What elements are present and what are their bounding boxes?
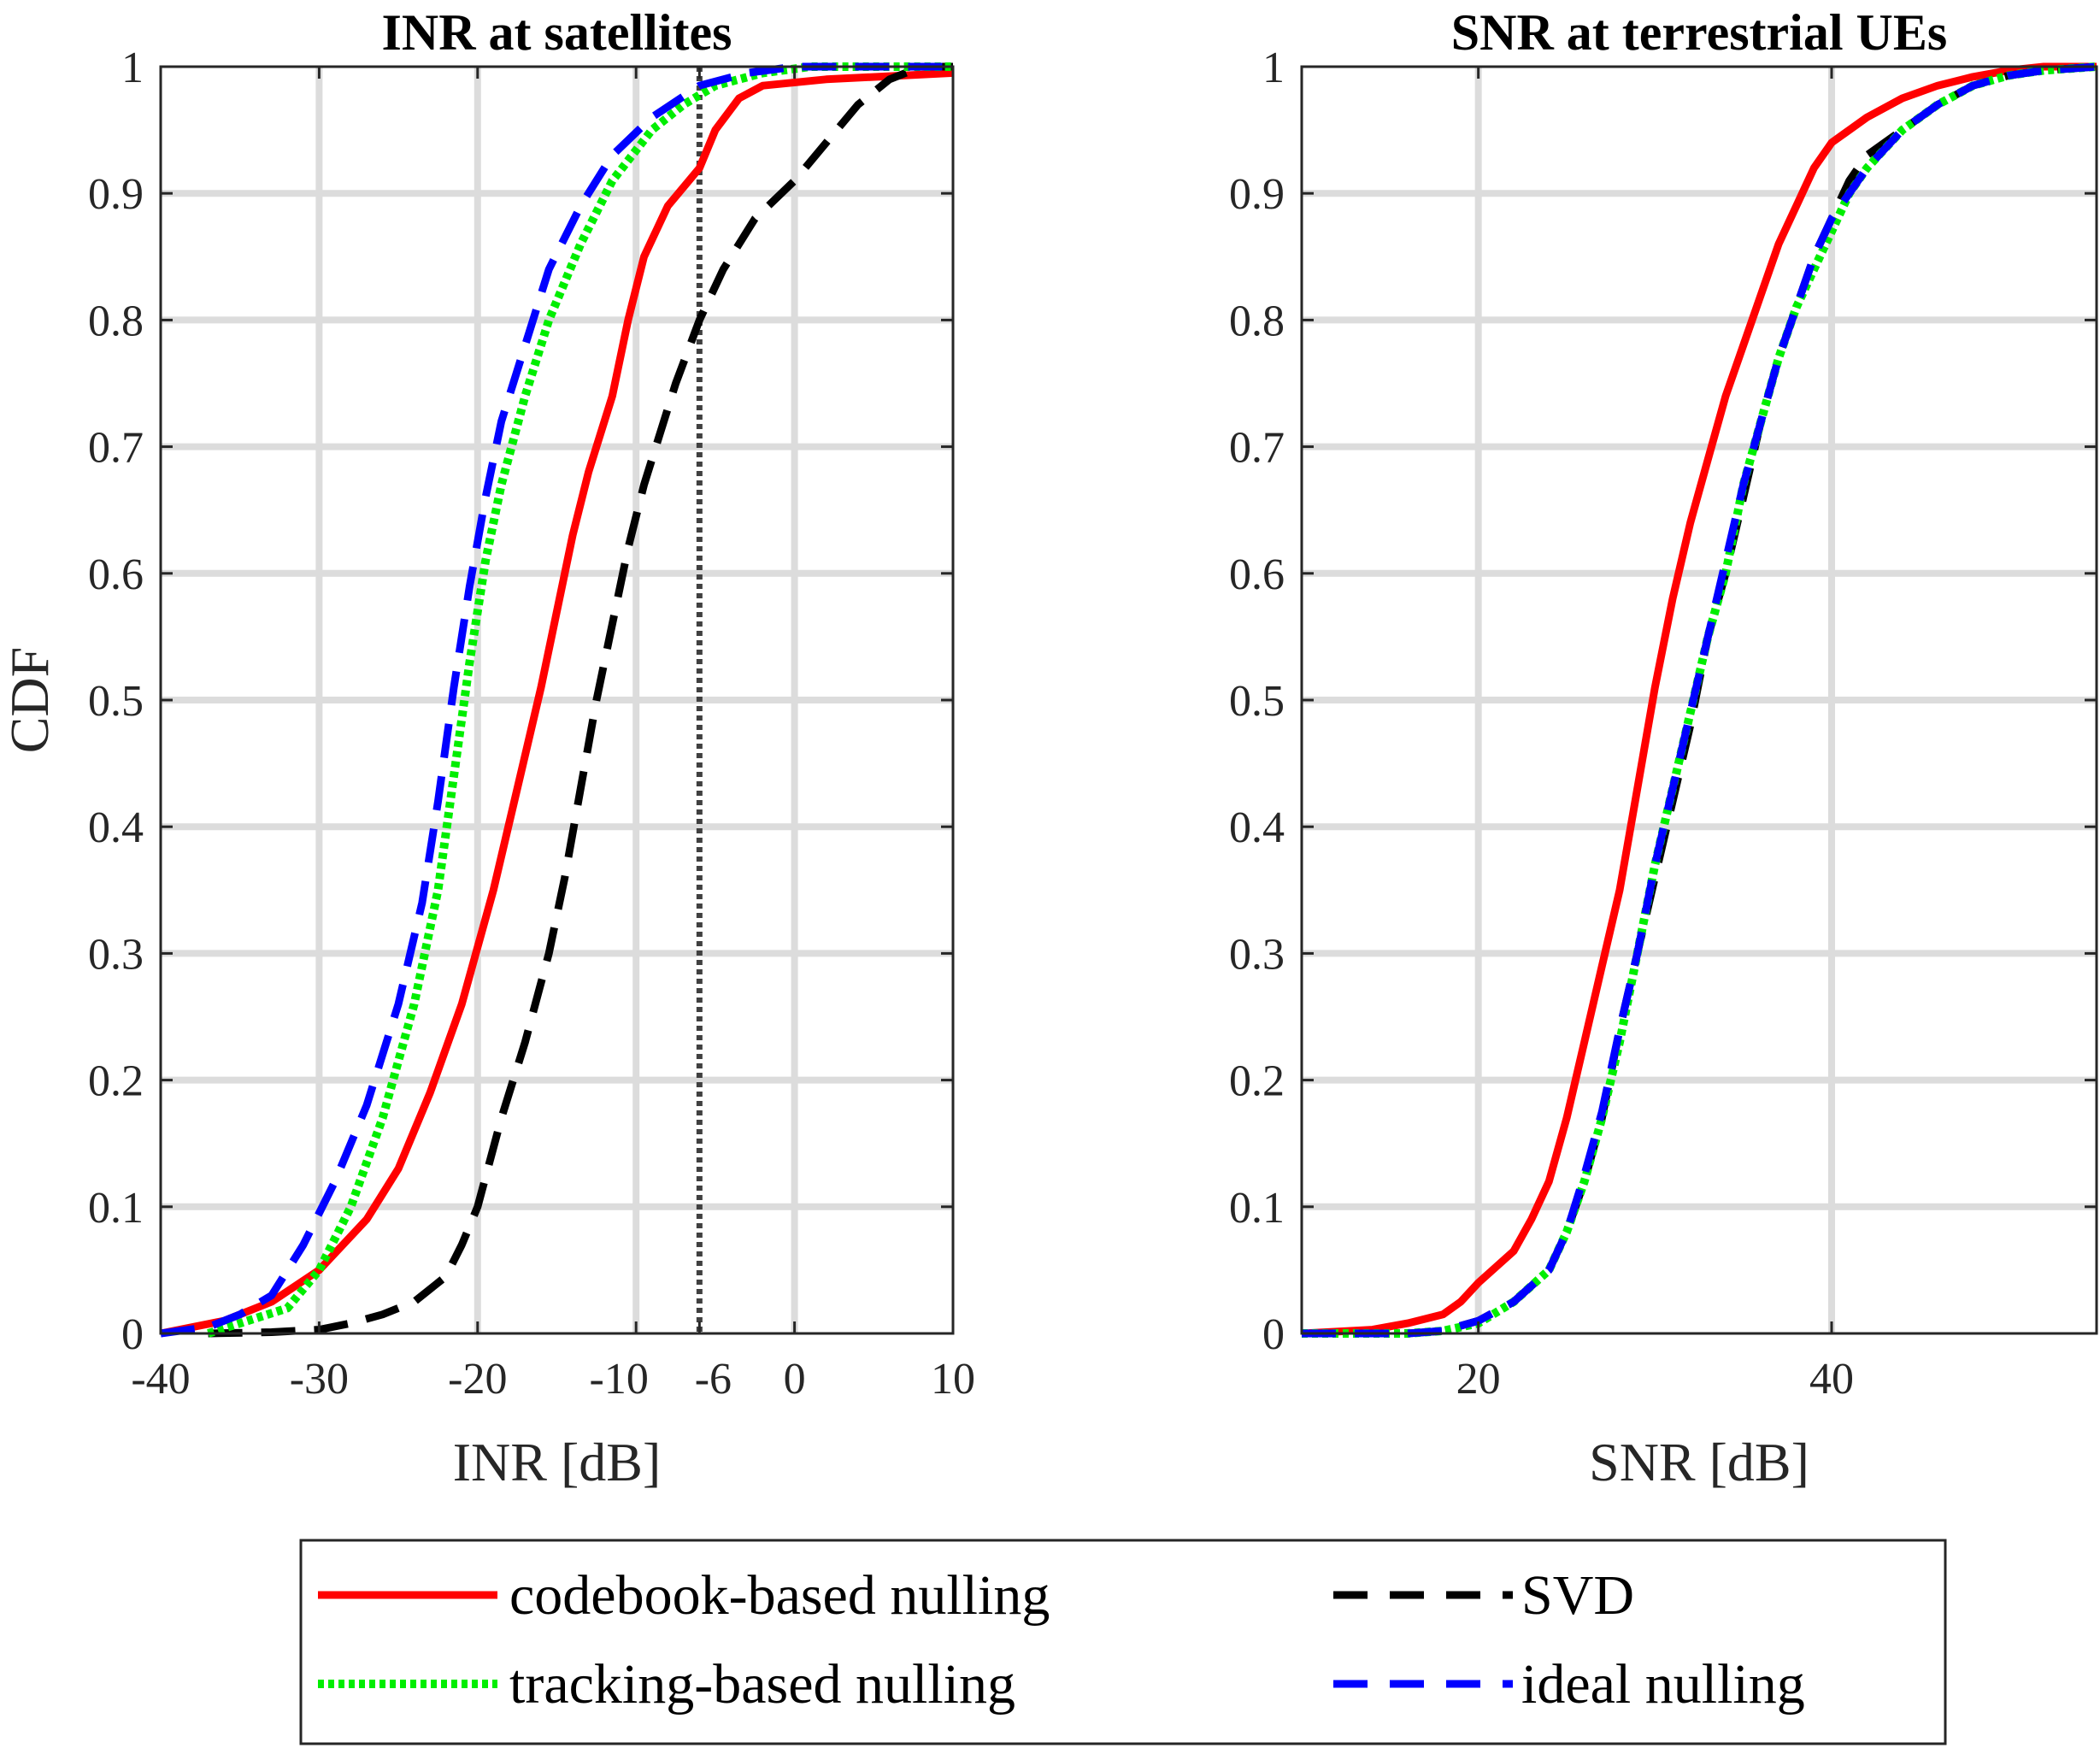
x-tick-label: -30 [290,1355,349,1404]
series-line-tracking-based-nulling [1302,62,2097,1338]
legend: codebook-based nulling SVD tracking-based … [299,1539,1947,1745]
x-tick-label: 40 [1809,1355,1854,1404]
x-tick-label: 20 [1456,1355,1501,1404]
x-tick-label: 10 [931,1355,975,1404]
series-line-tracking-based-nulling [207,62,953,1338]
series-line-SVD [208,62,953,1338]
x-tick-label: -20 [448,1355,507,1404]
y-tick-label: 0.2 [88,1057,144,1106]
y-tick-label: 0.7 [88,424,144,473]
series-line-ideal-nulling [1302,62,2097,1338]
y-tick-label: 0.9 [88,170,144,219]
y-tick-label: 1 [1262,44,1285,92]
y-tick-label: 0.2 [1229,1057,1285,1106]
x-tick-label: -40 [131,1355,190,1404]
y-tick-label: 0.4 [1229,803,1285,852]
x-tick-label: -6 [695,1355,732,1404]
x-axis-label: SNR [dB] [1589,1432,1809,1492]
y-axis-label: CDF [0,647,60,754]
y-tick-label: 0 [121,1310,144,1359]
legend-label: tracking-based nulling [509,1653,1015,1716]
snr-panel: 20 40 0 0.1 0.2 0.3 0.4 0.5 0.6 0.7 0.8 0.9 1 SNR at … [1229,4,2098,1492]
series-line-codebook-based-nulling [160,68,954,1338]
y-tick-label: 0.3 [1229,930,1285,979]
series-line-codebook-based-nulling [1301,62,2097,1338]
x-axis-label: INR [dB] [453,1432,662,1492]
y-tick-label: 0.1 [1229,1184,1285,1233]
chart-title: SNR at terrestrial UEs [1451,4,1947,61]
y-tick-label: 0.3 [88,930,144,979]
y-tick-label: 0.5 [1229,677,1285,726]
chart-title: INR at satellites [382,4,732,61]
series-line-ideal-nulling [160,62,953,1338]
y-tick-label: 0.8 [88,297,144,345]
y-tick-label: 0.5 [88,677,144,726]
y-tick-label: 0.9 [1229,170,1285,219]
y-tick-label: 0.1 [88,1184,144,1233]
y-tick-label: 0.7 [1229,424,1285,473]
legend-label: ideal nulling [1521,1653,1805,1716]
y-tick-label: 0.8 [1229,297,1285,345]
x-tick-label: 0 [784,1355,806,1404]
y-tick-label: 1 [121,44,144,92]
y-tick-label: 0.6 [88,550,144,599]
x-tick-label: -10 [590,1355,649,1404]
legend-box [299,1539,1947,1745]
inr-panel: -40 -30 -20 -10 -6 0 10 0 0.1 0.2 0.3 0.4 0.5 0.6 0.7 0… [0,4,975,1492]
y-tick-label: 0.4 [88,803,144,852]
y-tick-label: 0.6 [1229,550,1285,599]
legend-label: codebook-based nulling [509,1564,1050,1627]
y-tick-label: 0 [1262,1310,1285,1359]
legend-label: SVD [1521,1564,1634,1627]
